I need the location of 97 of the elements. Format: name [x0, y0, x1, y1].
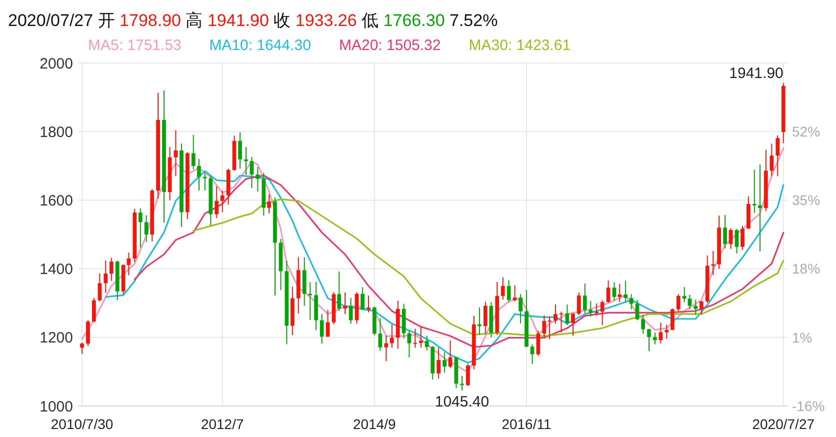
candlestick — [629, 294, 634, 310]
candlestick — [723, 214, 727, 250]
candlestick — [343, 292, 347, 315]
candlestick — [466, 363, 470, 387]
candlestick — [641, 314, 645, 334]
candlestick — [670, 308, 674, 331]
candlestick — [752, 169, 756, 214]
y-tick-label: 1000 — [40, 398, 73, 416]
candlestick — [770, 143, 774, 177]
candlestick — [144, 214, 148, 243]
candlestick — [320, 314, 324, 344]
text: MA30: 1423.61 — [468, 37, 571, 54]
candlestick — [653, 332, 657, 345]
candlestick — [740, 225, 744, 250]
candlestick — [337, 271, 342, 312]
candlestick — [126, 252, 131, 276]
x-tick-label: 2014/9 — [353, 416, 396, 432]
candlestick — [138, 208, 142, 248]
candlestick — [694, 299, 698, 316]
candlestick — [512, 284, 517, 302]
text: MA10: 1644.30 — [209, 37, 311, 54]
candlestick — [214, 186, 219, 219]
candlestick — [483, 301, 488, 334]
candlestick — [174, 130, 178, 177]
candlestick — [594, 302, 599, 316]
candlestick — [758, 164, 762, 252]
candlestick — [530, 344, 534, 365]
candlestick — [92, 297, 96, 322]
candlestick — [348, 297, 353, 324]
candlestick — [559, 311, 564, 334]
candlestick — [197, 158, 201, 192]
candlestick — [536, 330, 540, 356]
candlestick — [191, 134, 196, 170]
line-series — [192, 198, 784, 337]
candlestick — [267, 194, 271, 214]
candlestick — [360, 286, 364, 310]
candlestick — [413, 328, 418, 348]
chart-title: 2020/07/27 开 1798.90 高 1941.90 收 1933.26 低 1766.30 7.52% — [8, 11, 498, 30]
candlestick — [460, 375, 464, 391]
candlestick — [676, 294, 680, 312]
candlestick — [582, 283, 587, 314]
y2-tick-label: 18% — [792, 260, 820, 277]
candlestick — [104, 260, 108, 294]
candlestick — [418, 326, 423, 348]
candlestick — [728, 228, 733, 250]
candlestick — [109, 257, 114, 282]
candlestick — [600, 300, 604, 326]
candlestick — [571, 312, 575, 336]
candlestick — [436, 347, 441, 380]
candlestick — [86, 320, 90, 346]
candlestick — [576, 292, 581, 316]
candlestick — [506, 280, 511, 303]
candlestick — [699, 300, 704, 315]
candlestick — [424, 335, 429, 351]
y2-tick-label: -16% — [792, 398, 825, 414]
x-tick-label: 2016/11 — [502, 416, 552, 432]
candlestick — [80, 342, 84, 354]
text: MA5: 1751.53 — [88, 37, 182, 54]
candlestick — [618, 283, 622, 303]
y-tick-label: 1600 — [40, 192, 73, 210]
y-tick-label: 1200 — [40, 330, 73, 347]
x-tick-label: 2010/7/30 — [50, 416, 114, 432]
y-tick-label: 2000 — [40, 55, 73, 72]
candlestick — [588, 300, 593, 317]
candlestick — [442, 352, 446, 373]
candlestick — [384, 335, 388, 362]
candlestick — [554, 304, 558, 324]
candlestick — [776, 134, 780, 177]
candlestick — [390, 324, 394, 348]
annotation: 1045.40 — [434, 393, 490, 410]
annotation: 1941.90 — [729, 64, 784, 82]
y2-tick-label: 52% — [792, 124, 820, 140]
candlestick — [518, 294, 522, 324]
candlestick — [238, 132, 242, 170]
candlestick — [682, 286, 686, 303]
y2-tick-label: 35% — [792, 192, 820, 208]
y-tick-label: 1800 — [40, 124, 73, 141]
x-tick-label: 2012/7 — [200, 416, 244, 432]
candlestick — [606, 280, 610, 303]
candlestick — [378, 318, 382, 352]
candlestick — [664, 324, 669, 340]
candlestick — [366, 295, 370, 313]
candlestick — [250, 156, 254, 189]
candlestick — [256, 166, 260, 192]
candlestick — [500, 276, 505, 300]
candlestick — [624, 280, 628, 303]
candlestick — [220, 190, 224, 213]
candlestick — [734, 228, 739, 254]
candlestick — [647, 328, 651, 352]
candlestick — [98, 272, 102, 302]
candlestick — [688, 294, 692, 310]
y-tick-label: 1400 — [40, 261, 73, 278]
candlestick — [302, 256, 306, 306]
text: MA20: 1505.32 — [339, 37, 441, 54]
y2-tick-label: 1% — [792, 329, 812, 346]
candlestick — [612, 282, 616, 302]
x-tick-label: 2020/7/27 — [752, 416, 815, 432]
